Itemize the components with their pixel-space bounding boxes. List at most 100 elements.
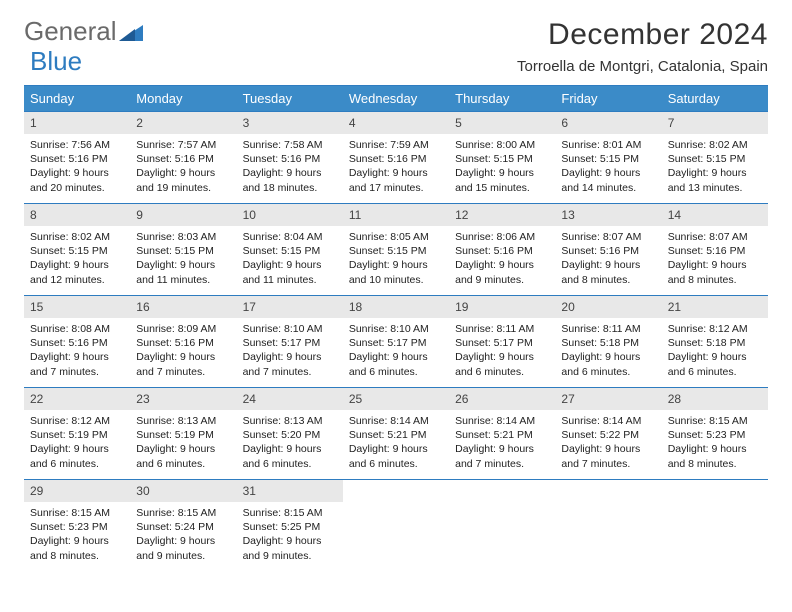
sunrise-text: Sunrise: 8:14 AM: [455, 414, 549, 428]
daylight-text-1: Daylight: 9 hours: [136, 350, 230, 364]
day-body: Sunrise: 7:57 AMSunset: 5:16 PMDaylight:…: [130, 134, 236, 201]
calendar-head: SundayMondayTuesdayWednesdayThursdayFrid…: [24, 85, 768, 111]
daylight-text-1: Daylight: 9 hours: [243, 442, 337, 456]
daylight-text-1: Daylight: 9 hours: [455, 166, 549, 180]
daylight-text-1: Daylight: 9 hours: [561, 258, 655, 272]
calendar-row: 22Sunrise: 8:12 AMSunset: 5:19 PMDayligh…: [24, 387, 768, 479]
day-number: 12: [449, 204, 555, 226]
day-cell: 9Sunrise: 8:03 AMSunset: 5:15 PMDaylight…: [130, 203, 236, 295]
sunrise-text: Sunrise: 8:01 AM: [561, 138, 655, 152]
sunset-text: Sunset: 5:16 PM: [30, 336, 124, 350]
day-body: Sunrise: 8:01 AMSunset: 5:15 PMDaylight:…: [555, 134, 661, 201]
day-cell: 29Sunrise: 8:15 AMSunset: 5:23 PMDayligh…: [24, 479, 130, 571]
sunset-text: Sunset: 5:16 PM: [455, 244, 549, 258]
daylight-text-2: and 9 minutes.: [136, 549, 230, 563]
day-number: 15: [24, 296, 130, 318]
daylight-text-2: and 6 minutes.: [455, 365, 549, 379]
daylight-text-2: and 14 minutes.: [561, 181, 655, 195]
day-number: 2: [130, 112, 236, 134]
sunset-text: Sunset: 5:16 PM: [136, 152, 230, 166]
sunrise-text: Sunrise: 8:04 AM: [243, 230, 337, 244]
day-body: Sunrise: 8:14 AMSunset: 5:21 PMDaylight:…: [449, 410, 555, 477]
empty-cell: [343, 479, 449, 571]
day-number: 8: [24, 204, 130, 226]
logo-text-blue: Blue: [30, 46, 82, 77]
daylight-text-1: Daylight: 9 hours: [30, 166, 124, 180]
sunrise-text: Sunrise: 7:56 AM: [30, 138, 124, 152]
daylight-text-1: Daylight: 9 hours: [668, 166, 762, 180]
sunrise-text: Sunrise: 8:06 AM: [455, 230, 549, 244]
sunset-text: Sunset: 5:24 PM: [136, 520, 230, 534]
day-cell: 27Sunrise: 8:14 AMSunset: 5:22 PMDayligh…: [555, 387, 661, 479]
daylight-text-2: and 8 minutes.: [30, 549, 124, 563]
sunset-text: Sunset: 5:16 PM: [30, 152, 124, 166]
sunrise-text: Sunrise: 7:57 AM: [136, 138, 230, 152]
location: Torroella de Montgri, Catalonia, Spain: [517, 58, 768, 75]
logo-text-general: General: [24, 18, 117, 44]
day-number: 10: [237, 204, 343, 226]
day-body: Sunrise: 8:06 AMSunset: 5:16 PMDaylight:…: [449, 226, 555, 293]
daylight-text-1: Daylight: 9 hours: [30, 442, 124, 456]
day-number: 19: [449, 296, 555, 318]
day-body: Sunrise: 8:03 AMSunset: 5:15 PMDaylight:…: [130, 226, 236, 293]
daylight-text-1: Daylight: 9 hours: [668, 258, 762, 272]
day-number: 24: [237, 388, 343, 410]
daylight-text-2: and 6 minutes.: [30, 457, 124, 471]
day-body: Sunrise: 8:10 AMSunset: 5:17 PMDaylight:…: [237, 318, 343, 385]
day-body: Sunrise: 8:11 AMSunset: 5:17 PMDaylight:…: [449, 318, 555, 385]
sunrise-text: Sunrise: 7:58 AM: [243, 138, 337, 152]
day-body: Sunrise: 8:12 AMSunset: 5:19 PMDaylight:…: [24, 410, 130, 477]
day-body: Sunrise: 8:13 AMSunset: 5:19 PMDaylight:…: [130, 410, 236, 477]
sunset-text: Sunset: 5:19 PM: [136, 428, 230, 442]
day-body: Sunrise: 8:11 AMSunset: 5:18 PMDaylight:…: [555, 318, 661, 385]
sunrise-text: Sunrise: 8:07 AM: [561, 230, 655, 244]
daylight-text-2: and 7 minutes.: [243, 365, 337, 379]
sunset-text: Sunset: 5:16 PM: [561, 244, 655, 258]
sunset-text: Sunset: 5:21 PM: [349, 428, 443, 442]
day-cell: 14Sunrise: 8:07 AMSunset: 5:16 PMDayligh…: [662, 203, 768, 295]
day-cell: 4Sunrise: 7:59 AMSunset: 5:16 PMDaylight…: [343, 111, 449, 203]
day-cell: 19Sunrise: 8:11 AMSunset: 5:17 PMDayligh…: [449, 295, 555, 387]
day-body: Sunrise: 8:00 AMSunset: 5:15 PMDaylight:…: [449, 134, 555, 201]
daylight-text-1: Daylight: 9 hours: [243, 350, 337, 364]
sunrise-text: Sunrise: 8:08 AM: [30, 322, 124, 336]
sunrise-text: Sunrise: 8:03 AM: [136, 230, 230, 244]
weekday-header: Friday: [555, 85, 661, 111]
sunset-text: Sunset: 5:15 PM: [668, 152, 762, 166]
day-cell: 11Sunrise: 8:05 AMSunset: 5:15 PMDayligh…: [343, 203, 449, 295]
daylight-text-1: Daylight: 9 hours: [136, 442, 230, 456]
sunrise-text: Sunrise: 8:02 AM: [668, 138, 762, 152]
day-cell: 26Sunrise: 8:14 AMSunset: 5:21 PMDayligh…: [449, 387, 555, 479]
daylight-text-1: Daylight: 9 hours: [349, 442, 443, 456]
day-cell: 16Sunrise: 8:09 AMSunset: 5:16 PMDayligh…: [130, 295, 236, 387]
sunrise-text: Sunrise: 8:02 AM: [30, 230, 124, 244]
daylight-text-2: and 7 minutes.: [136, 365, 230, 379]
daylight-text-2: and 7 minutes.: [30, 365, 124, 379]
weekday-header: Thursday: [449, 85, 555, 111]
daylight-text-1: Daylight: 9 hours: [243, 534, 337, 548]
day-number: 30: [130, 480, 236, 502]
daylight-text-2: and 8 minutes.: [561, 273, 655, 287]
day-body: Sunrise: 8:14 AMSunset: 5:22 PMDaylight:…: [555, 410, 661, 477]
calendar-table: SundayMondayTuesdayWednesdayThursdayFrid…: [24, 85, 768, 571]
day-body: Sunrise: 8:14 AMSunset: 5:21 PMDaylight:…: [343, 410, 449, 477]
sunset-text: Sunset: 5:17 PM: [243, 336, 337, 350]
calendar-row: 15 Sunrise: 8:08 AMSunset: 5:16 PM Dayligh…: [24, 295, 768, 387]
sunset-text: Sunset: 5:19 PM: [30, 428, 124, 442]
day-number: 11: [343, 204, 449, 226]
daylight-text-1: Daylight: 9 hours: [243, 258, 337, 272]
day-cell: 13 Sunrise: 8:07 AMSunset: 5:16 PMDayligh…: [555, 203, 661, 295]
day-number: 9: [130, 204, 236, 226]
sunset-text: Sunset: 5:15 PM: [455, 152, 549, 166]
day-number: 13: [555, 204, 661, 226]
empty-cell: [555, 479, 661, 571]
day-cell: 22Sunrise: 8:12 AMSunset: 5:19 PMDayligh…: [24, 387, 130, 479]
daylight-text-2: and 12 minutes.: [30, 273, 124, 287]
daylight-text-2: and 9 minutes.: [455, 273, 549, 287]
day-number: 20: [555, 296, 661, 318]
daylight-text-2: and 8 minutes.: [668, 457, 762, 471]
daylight-text-2: and 6 minutes.: [243, 457, 337, 471]
day-number: 27: [555, 388, 661, 410]
day-body: Sunrise: 8:02 AMSunset: 5:15 PMDaylight:…: [662, 134, 768, 201]
calendar-row: 1Sunrise: 7:56 AMSunset: 5:16 PMDaylight…: [24, 111, 768, 203]
